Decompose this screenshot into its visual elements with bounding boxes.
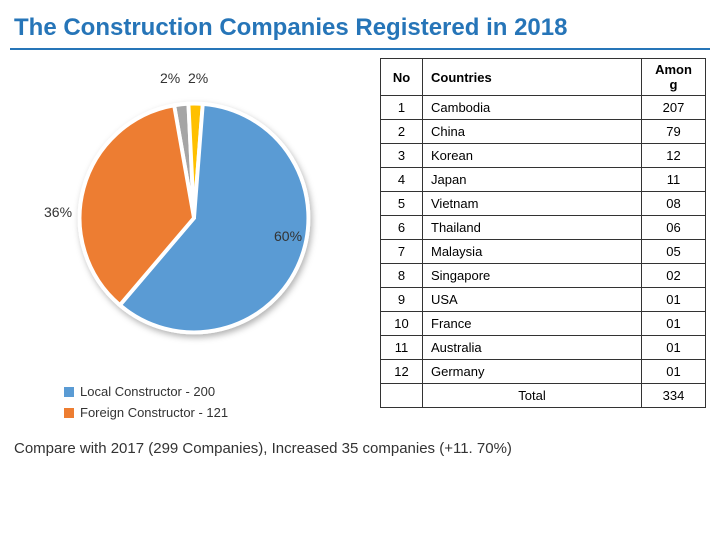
table-row: 8Singapore02 <box>381 264 706 288</box>
table-row: 5Vietnam08 <box>381 192 706 216</box>
countries-table: NoCountriesAmon g 1Cambodia2072China793K… <box>380 58 706 408</box>
legend: Local Constructor - 200 Foreign Construct… <box>14 384 374 420</box>
table-total-row: Total334 <box>381 384 706 408</box>
table-cell: 10 <box>381 312 423 336</box>
table-cell: Malaysia <box>423 240 642 264</box>
table-header: Amon g <box>642 59 706 96</box>
table-row: 3Korean12 <box>381 144 706 168</box>
table-row: 10France01 <box>381 312 706 336</box>
table-cell <box>381 384 423 408</box>
table-cell: Germany <box>423 360 642 384</box>
pie-svg <box>64 88 324 348</box>
pie-slice-label: 2% <box>160 70 180 86</box>
legend-swatch <box>64 387 74 397</box>
pie-slice-label: 2% <box>188 70 208 86</box>
pie-slice-label: 36% <box>44 204 72 220</box>
table-cell: 11 <box>381 336 423 360</box>
table-row: 9USA01 <box>381 288 706 312</box>
table-cell: 01 <box>642 336 706 360</box>
table-cell: 3 <box>381 144 423 168</box>
table-row: 6Thailand06 <box>381 216 706 240</box>
table-cell: Vietnam <box>423 192 642 216</box>
table-cell: 08 <box>642 192 706 216</box>
legend-item: Local Constructor - 200 <box>64 384 374 399</box>
table-cell: 05 <box>642 240 706 264</box>
table-cell: 06 <box>642 216 706 240</box>
table-cell: 01 <box>642 312 706 336</box>
table-row: 4Japan11 <box>381 168 706 192</box>
table-cell: Australia <box>423 336 642 360</box>
table-cell: Singapore <box>423 264 642 288</box>
table-header: No <box>381 59 423 96</box>
legend-label: Foreign Constructor - 121 <box>80 405 228 420</box>
table-row: 1Cambodia207 <box>381 96 706 120</box>
pie-chart: 60%36%2%2% <box>64 88 324 348</box>
table-row: 12Germany01 <box>381 360 706 384</box>
chart-panel: 60%36%2%2% Local Constructor - 200Foreig… <box>14 58 374 426</box>
table-cell: France <box>423 312 642 336</box>
table-cell: 2 <box>381 120 423 144</box>
content-row: 60%36%2%2% Local Constructor - 200Foreig… <box>0 50 720 430</box>
table-panel: NoCountriesAmon g 1Cambodia2072China793K… <box>374 58 706 426</box>
table-row: 2China79 <box>381 120 706 144</box>
legend-label: Local Constructor - 200 <box>80 384 215 399</box>
table-cell: 7 <box>381 240 423 264</box>
table-cell: 334 <box>642 384 706 408</box>
table-cell: USA <box>423 288 642 312</box>
table-cell: 01 <box>642 360 706 384</box>
table-cell: 5 <box>381 192 423 216</box>
table-cell: 02 <box>642 264 706 288</box>
page-title: The Construction Companies Registered in… <box>0 0 720 48</box>
table-row: 11Australia01 <box>381 336 706 360</box>
table-cell: 12 <box>642 144 706 168</box>
table-cell: 11 <box>642 168 706 192</box>
table-cell: 1 <box>381 96 423 120</box>
table-cell: 8 <box>381 264 423 288</box>
table-cell: Thailand <box>423 216 642 240</box>
table-cell: 9 <box>381 288 423 312</box>
legend-item: Foreign Constructor - 121 <box>64 405 374 420</box>
table-cell: 4 <box>381 168 423 192</box>
table-cell: Total <box>423 384 642 408</box>
table-cell: 12 <box>381 360 423 384</box>
table-cell: Japan <box>423 168 642 192</box>
table-cell: 6 <box>381 216 423 240</box>
pie-slice-label: 60% <box>274 228 302 244</box>
table-cell: 207 <box>642 96 706 120</box>
legend-swatch <box>64 408 74 418</box>
table-row: 7Malaysia05 <box>381 240 706 264</box>
table-header: Countries <box>423 59 642 96</box>
table-cell: 01 <box>642 288 706 312</box>
table-cell: 79 <box>642 120 706 144</box>
footer-note: Compare with 2017 (299 Companies), Incre… <box>0 430 720 457</box>
table-cell: China <box>423 120 642 144</box>
table-cell: Cambodia <box>423 96 642 120</box>
table-cell: Korean <box>423 144 642 168</box>
